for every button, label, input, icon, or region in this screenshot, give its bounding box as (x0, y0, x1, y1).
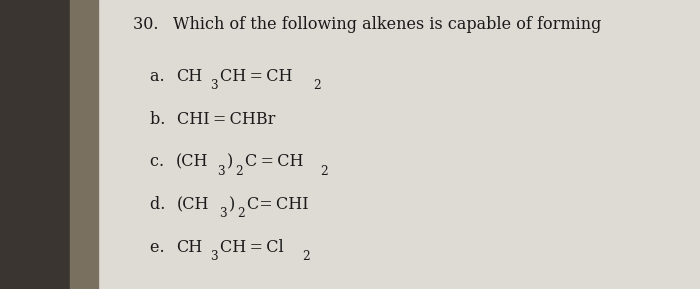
Text: 3: 3 (217, 164, 225, 177)
Text: C= CHI: C= CHI (246, 196, 308, 213)
Text: CHI = CHBr: CHI = CHBr (177, 111, 275, 128)
Text: CH: CH (176, 239, 202, 256)
Text: c.: c. (150, 153, 169, 171)
Text: 2: 2 (302, 250, 309, 263)
Text: 2: 2 (321, 164, 328, 177)
Text: d.: d. (150, 196, 171, 213)
Text: Which of the following alkenes is capable of forming: Which of the following alkenes is capabl… (172, 16, 606, 33)
Bar (0, 0, 94, 289)
Text: b.: b. (150, 111, 171, 128)
Text: (CH: (CH (175, 153, 208, 171)
Text: 3: 3 (210, 250, 218, 263)
Text: 3: 3 (210, 79, 218, 92)
Text: (CH: (CH (177, 196, 209, 213)
Text: ): ) (229, 196, 235, 213)
Bar (70, 0, 98, 289)
Text: ): ) (227, 153, 233, 171)
Text: 2: 2 (313, 79, 321, 92)
Text: 2: 2 (237, 207, 244, 220)
Text: a.: a. (150, 68, 170, 85)
Text: 3: 3 (219, 207, 227, 220)
Text: 2: 2 (235, 164, 243, 177)
Text: CH = CH: CH = CH (220, 68, 292, 85)
Text: 30.: 30. (133, 16, 164, 33)
Text: C = CH: C = CH (245, 153, 304, 171)
Text: e.: e. (150, 239, 170, 256)
Text: CH: CH (176, 68, 202, 85)
Text: CH = Cl: CH = Cl (220, 239, 284, 256)
